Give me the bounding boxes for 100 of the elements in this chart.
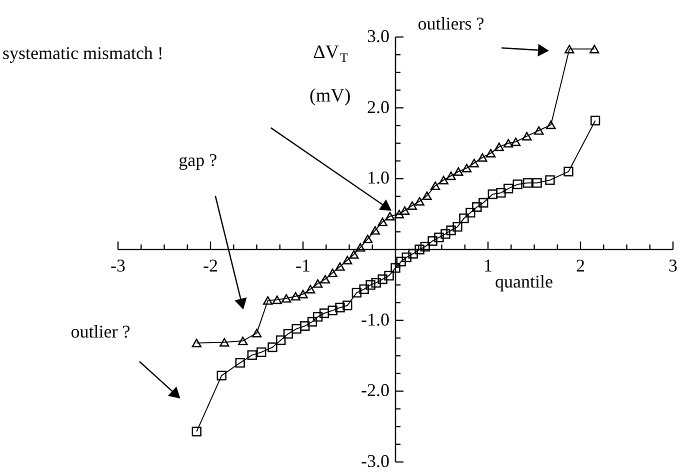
y-tick-label: -1.0 [361,309,390,330]
point [276,335,286,345]
point [469,158,479,168]
x-tick-label: 2 [576,256,585,276]
x-axis-title: quantile [495,272,554,292]
annotation: gap ? [178,150,218,170]
point [328,306,338,316]
point [192,338,202,348]
annotation: systematic mismatch ! [2,42,164,63]
point [590,44,600,54]
point [459,214,469,224]
point [192,426,202,436]
point [366,280,376,290]
point [385,212,395,220]
y-tick-label: -3.0 [361,451,390,471]
point [342,256,352,264]
point [522,132,532,140]
x-tick-label: 3 [668,256,678,276]
point [247,350,257,360]
x-tick-label: 1 [484,256,492,276]
point [462,164,472,172]
point [282,294,292,303]
point [290,292,300,301]
point [545,175,555,185]
point [486,148,496,158]
point [438,176,448,184]
point [359,284,369,294]
point [454,167,464,176]
point [216,370,226,380]
point [564,166,574,176]
point [268,342,278,352]
point [352,288,362,298]
point [394,210,404,218]
point [504,184,514,194]
point [396,256,406,266]
point [496,188,506,198]
point [335,302,345,312]
point [504,138,514,148]
point [235,358,245,368]
point [400,206,410,215]
point [488,189,498,200]
point [220,338,230,347]
point [494,142,504,152]
text: outliers ? [418,14,484,34]
point [590,116,600,126]
point [390,263,400,273]
point [402,252,412,262]
point [414,244,424,254]
annotation: outlier ? [70,321,130,342]
point [522,178,533,188]
point [371,278,381,288]
point [440,229,450,239]
point [434,232,444,242]
point [370,226,380,235]
point [534,126,544,135]
point [252,328,262,338]
point [446,226,456,236]
point [428,236,438,246]
point [272,296,282,304]
y-tick-label: 1.0 [367,168,390,188]
point [532,178,542,188]
point [328,268,338,278]
point [292,324,302,334]
y-tick-label: 3.0 [367,26,390,46]
point [312,279,323,288]
point [342,300,352,310]
point [362,234,373,244]
x-tick-label: -1 [296,256,310,276]
point [378,218,388,226]
point [283,328,294,339]
point [446,172,456,180]
point [422,191,432,200]
point [349,250,359,259]
point [546,120,556,130]
point [420,242,430,252]
point [312,312,323,322]
y-tick-label: 2.0 [367,96,390,117]
point [300,321,310,331]
x-tick-label: -2 [203,256,218,276]
point [564,44,574,54]
point [319,308,330,318]
point [408,248,418,259]
point [407,201,417,210]
point [384,270,394,281]
x-tick-label: -3 [110,256,126,276]
point [356,243,366,252]
point [306,284,316,294]
point [414,197,424,206]
point [307,316,318,327]
point [320,274,330,284]
point [263,296,273,305]
point [510,138,521,146]
point [472,202,482,212]
point [466,208,476,218]
point [478,153,488,162]
point [378,274,388,284]
y-tick-label: -2.0 [361,380,390,400]
point [478,198,488,208]
point [512,180,522,190]
point [430,181,440,190]
